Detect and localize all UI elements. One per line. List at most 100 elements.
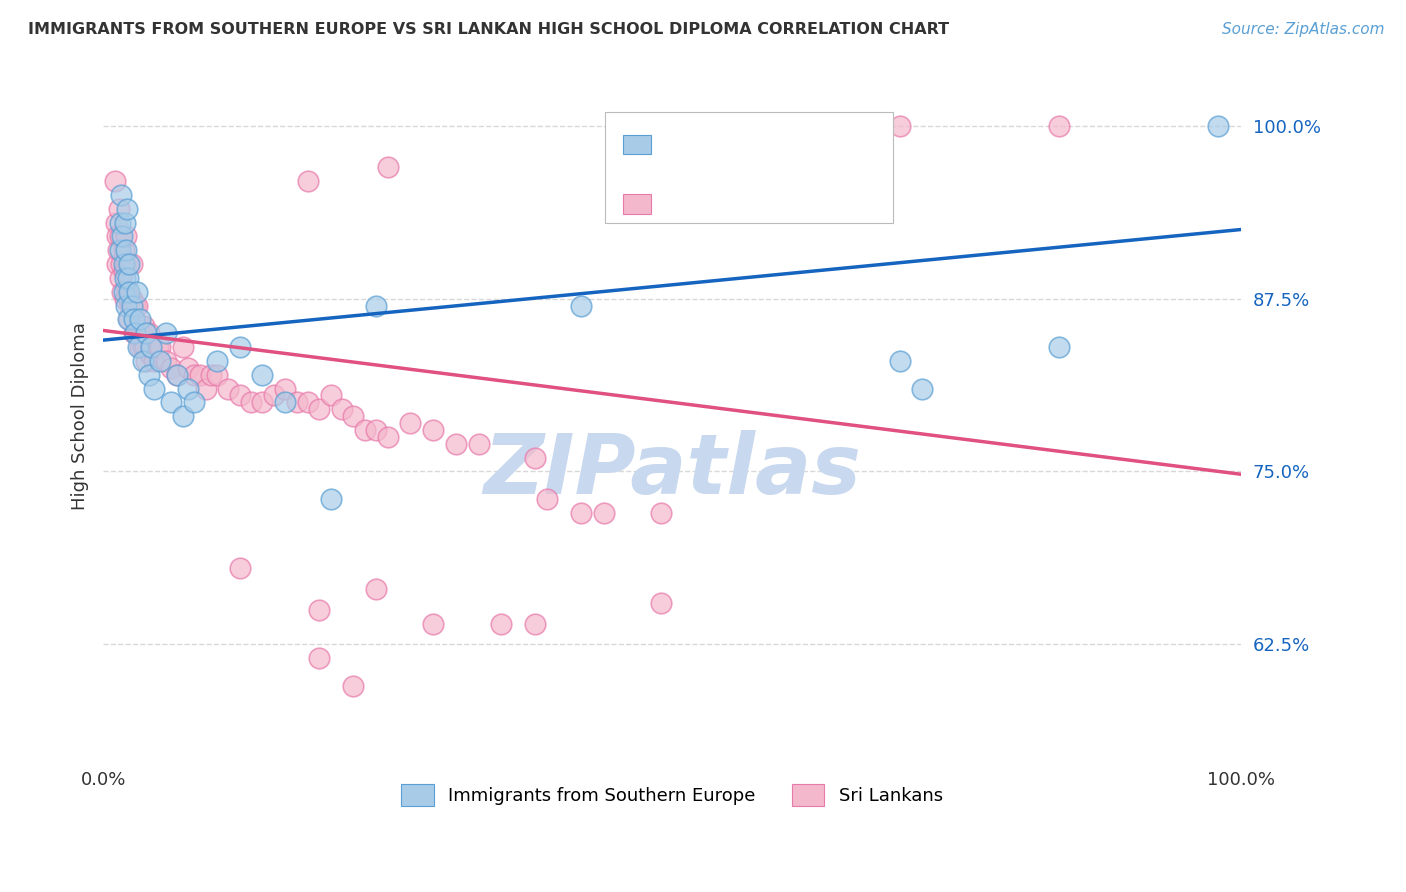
Point — [177, 360, 200, 375]
Point — [108, 244, 131, 258]
Point — [115, 285, 138, 299]
Point — [121, 299, 143, 313]
Point — [650, 596, 672, 610]
Point — [117, 271, 139, 285]
Point — [104, 216, 127, 230]
Point — [139, 340, 162, 354]
Point — [132, 340, 155, 354]
Point — [110, 188, 132, 202]
Point — [132, 354, 155, 368]
Point — [172, 409, 194, 424]
Point — [217, 382, 239, 396]
Point — [177, 382, 200, 396]
Point — [122, 326, 145, 341]
Text: 38: 38 — [773, 136, 799, 153]
Point — [118, 292, 141, 306]
Text: -0.142: -0.142 — [692, 195, 756, 213]
Point — [114, 292, 136, 306]
Point — [524, 616, 547, 631]
Point — [536, 492, 558, 507]
Point — [252, 395, 274, 409]
Point — [143, 354, 166, 368]
Point — [1047, 119, 1070, 133]
Point — [107, 244, 129, 258]
Point — [149, 354, 172, 368]
Point — [467, 437, 489, 451]
Point — [103, 174, 125, 188]
Point — [128, 312, 150, 326]
Point — [108, 229, 131, 244]
Point — [422, 616, 444, 631]
Point — [188, 368, 211, 382]
Point — [889, 119, 911, 133]
Point — [127, 285, 149, 299]
Point — [121, 292, 143, 306]
Point — [366, 423, 388, 437]
Point — [112, 257, 135, 271]
Point — [297, 174, 319, 188]
Point — [308, 402, 330, 417]
Text: N =: N = — [742, 136, 782, 153]
Point — [118, 257, 141, 271]
Point — [228, 561, 250, 575]
Point — [308, 603, 330, 617]
Point — [149, 340, 172, 354]
Point — [285, 395, 308, 409]
Point — [205, 354, 228, 368]
Point — [115, 299, 138, 313]
Point — [274, 395, 297, 409]
Point — [105, 229, 128, 244]
Point — [110, 257, 132, 271]
Point — [108, 216, 131, 230]
Point — [115, 229, 138, 244]
Point — [205, 368, 228, 382]
Point — [121, 257, 143, 271]
Point — [124, 326, 146, 341]
Point — [569, 299, 592, 313]
Point — [228, 340, 250, 354]
Point — [422, 423, 444, 437]
Text: ZIPatlas: ZIPatlas — [484, 430, 860, 511]
Point — [330, 402, 353, 417]
Point — [117, 312, 139, 326]
Point — [342, 409, 364, 424]
Text: 73: 73 — [773, 195, 799, 213]
Point — [444, 437, 467, 451]
Point — [114, 271, 136, 285]
Text: N =: N = — [742, 195, 782, 213]
Point — [122, 312, 145, 326]
Point — [146, 340, 169, 354]
Point — [308, 651, 330, 665]
Point — [115, 257, 138, 271]
Point — [117, 257, 139, 271]
Point — [118, 285, 141, 299]
Point — [263, 388, 285, 402]
Point — [128, 340, 150, 354]
Point — [112, 285, 135, 299]
Point — [160, 395, 183, 409]
Point — [111, 229, 134, 244]
Point — [121, 299, 143, 313]
Point — [155, 354, 177, 368]
Point — [366, 299, 388, 313]
Point — [160, 360, 183, 375]
Point — [366, 582, 388, 596]
Point — [111, 285, 134, 299]
Point — [166, 368, 188, 382]
Point — [139, 340, 162, 354]
Point — [200, 368, 222, 382]
Point — [124, 299, 146, 313]
Y-axis label: High School Diploma: High School Diploma — [72, 322, 89, 510]
Point — [524, 450, 547, 465]
Point — [127, 319, 149, 334]
Point — [650, 506, 672, 520]
Point — [135, 354, 157, 368]
Point — [129, 319, 152, 334]
Text: R =: R = — [658, 195, 697, 213]
Point — [1047, 340, 1070, 354]
Point — [399, 416, 422, 430]
Point — [127, 340, 149, 354]
Point — [252, 368, 274, 382]
Point — [115, 202, 138, 216]
Point — [228, 388, 250, 402]
